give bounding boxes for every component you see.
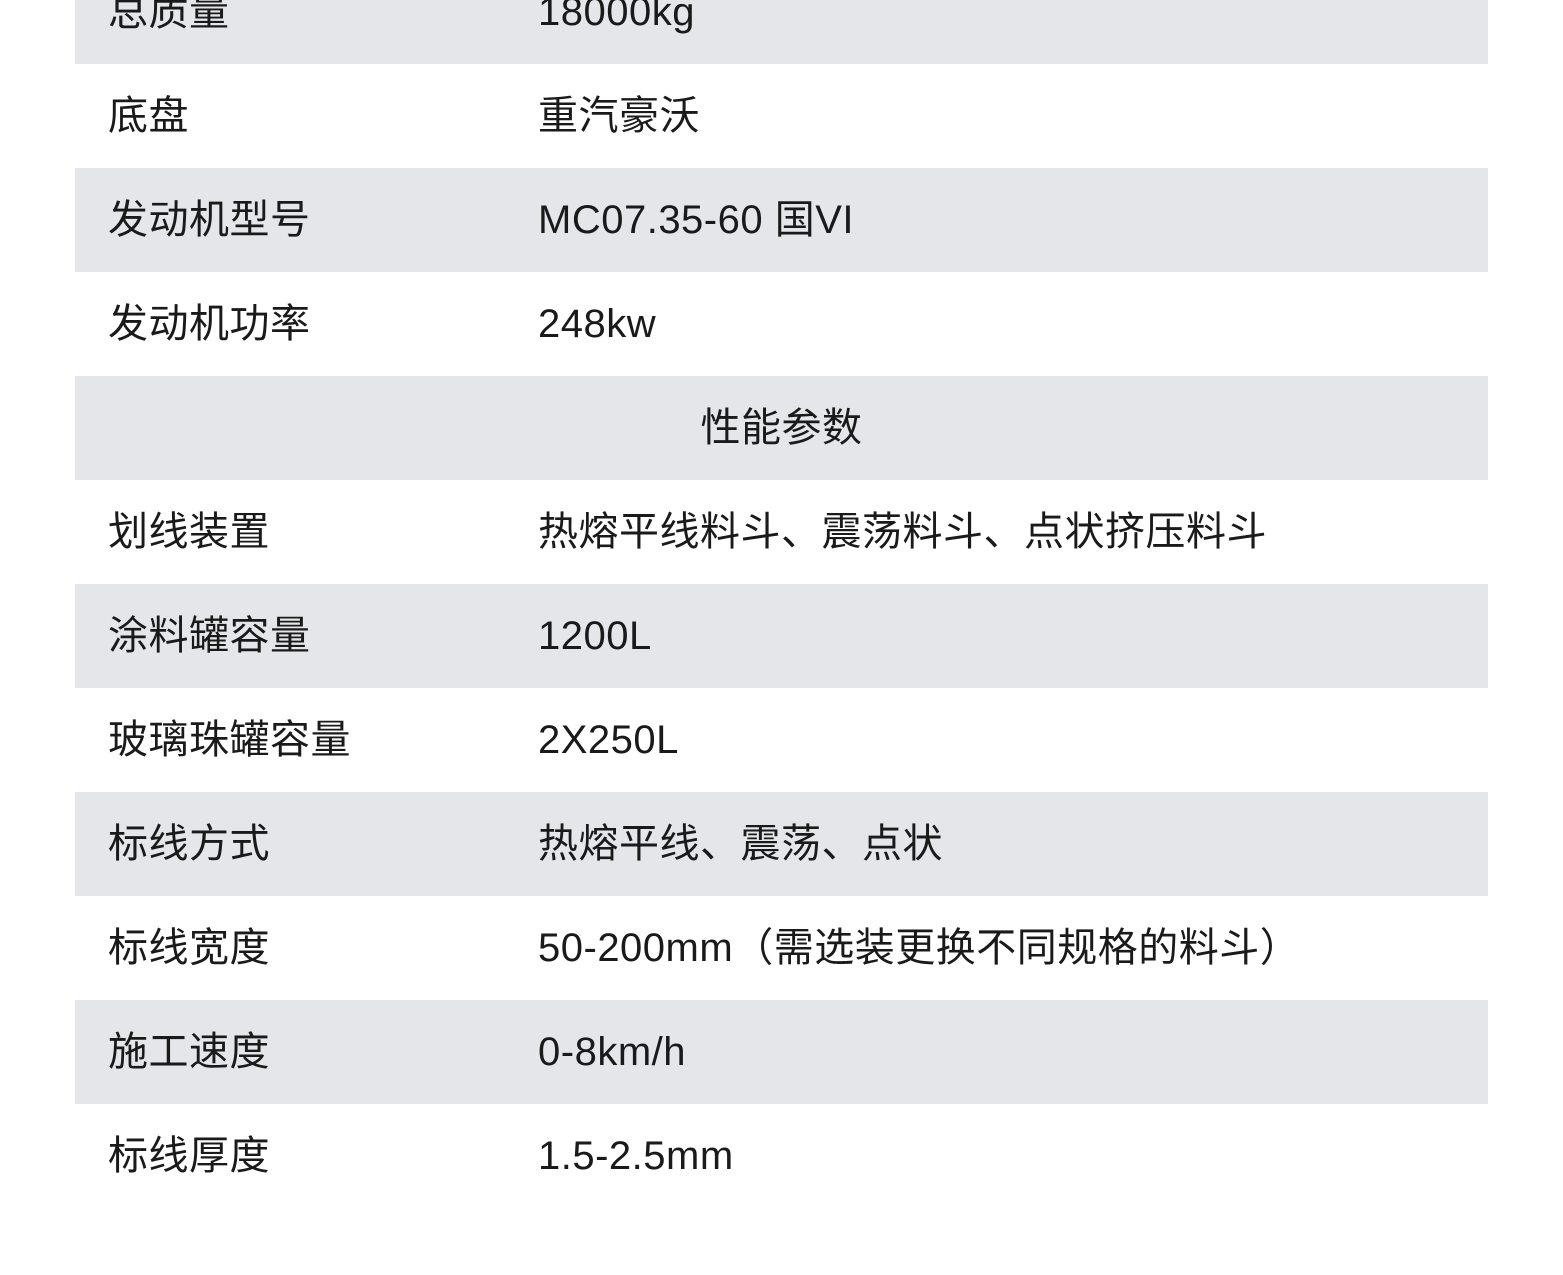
spec-label: 施工速度 (108, 1030, 270, 1074)
spec-value: 18000kg (538, 0, 695, 34)
spec-value: 1200L (538, 614, 652, 658)
spec-row: 发动机功率 248kw (75, 272, 1488, 376)
spec-row: 总质量 18000kg (75, 0, 1488, 64)
spec-row: 涂料罐容量 1200L (75, 584, 1488, 688)
spec-label: 底盘 (108, 94, 189, 138)
spec-value: 248kw (538, 302, 657, 346)
spec-label: 涂料罐容量 (108, 614, 311, 658)
spec-row: 发动机型号 MC07.35-60 国VI (75, 168, 1488, 272)
specification-table: 总质量 18000kg 底盘 重汽豪沃发动机型号 MC07.35-60 国VI 发动机功率… (75, 0, 1488, 1208)
spec-label: 发动机型号 (108, 198, 311, 242)
spec-value: 0-8km/h (538, 1030, 686, 1074)
spec-row: 标线方式 热熔平线、震荡、点状 (75, 792, 1488, 896)
spec-label: 标线宽度 (108, 926, 270, 970)
spec-value: 2X250L (538, 718, 679, 762)
spec-label: 发动机功率 (108, 302, 311, 346)
spec-row: 标线厚度 1.5-2.5mm (75, 1104, 1488, 1208)
spec-label: 标线方式 (108, 822, 270, 866)
spec-value: 1.5-2.5mm (538, 1134, 734, 1178)
spec-row: 标线宽度 50-200mm（需选装更换不同规格的料斗） (75, 896, 1488, 1000)
section-heading-row: 性能参数 (75, 376, 1488, 480)
spec-label: 玻璃珠罐容量 (108, 718, 351, 762)
spec-row: 划线装置 热熔平线料斗、震荡料斗、点状挤压料斗 (75, 480, 1488, 584)
spec-value: 热熔平线、震荡、点状 (538, 822, 943, 866)
spec-label: 总质量 (108, 0, 230, 34)
spec-label: 划线装置 (108, 510, 270, 554)
spec-row: 玻璃珠罐容量 2X250L (75, 688, 1488, 792)
section-heading-title: 性能参数 (700, 406, 863, 450)
spec-value: 热熔平线料斗、震荡料斗、点状挤压料斗 (538, 510, 1267, 554)
spec-label: 标线厚度 (108, 1134, 270, 1178)
spec-value: 50-200mm（需选装更换不同规格的料斗） (538, 926, 1301, 970)
specification-table-body: 总质量 18000kg 底盘 重汽豪沃发动机型号 MC07.35-60 国VI 发动机功率… (75, 0, 1488, 1208)
spec-value: MC07.35-60 国VI (538, 198, 855, 242)
spec-row: 底盘 重汽豪沃 (75, 64, 1488, 168)
spec-value: 重汽豪沃 (538, 94, 700, 138)
spec-row: 施工速度 0-8km/h (75, 1000, 1488, 1104)
